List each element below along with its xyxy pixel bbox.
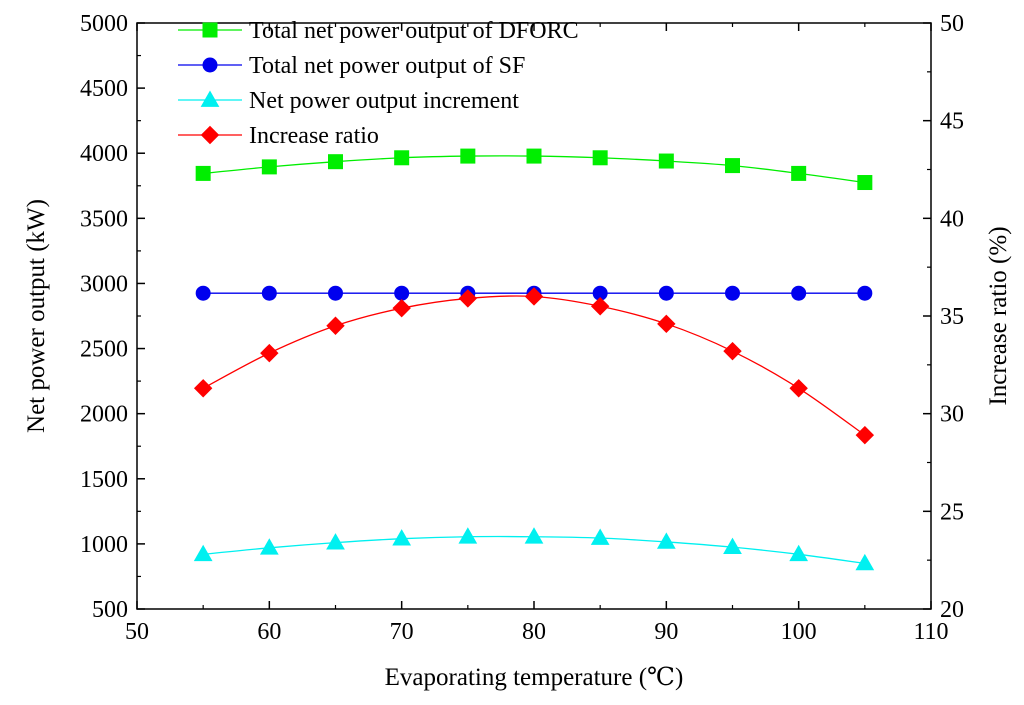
data-point xyxy=(656,532,676,549)
legend-marker xyxy=(200,90,220,107)
legend-marker xyxy=(202,57,218,73)
data-point xyxy=(855,553,875,571)
legend-label: Total net power output of SF xyxy=(249,53,525,79)
y-right-tick-label: 50 xyxy=(940,11,964,37)
data-point xyxy=(524,287,544,306)
y-axis-left-title: Net power output (kW) xyxy=(23,199,50,433)
data-point xyxy=(791,165,807,181)
data-point xyxy=(460,148,476,164)
legend-marker xyxy=(202,22,218,38)
data-point xyxy=(857,175,873,191)
data-point xyxy=(725,285,740,301)
y-right-tick-label: 40 xyxy=(940,206,964,232)
legend-item: Net power output increment xyxy=(178,88,519,114)
y-axis-right-title: Increase ratio (%) xyxy=(985,226,1012,405)
x-axis-title: Evaporating temperature (℃) xyxy=(385,664,684,691)
series-0 xyxy=(195,148,873,191)
y-right-tick-label: 20 xyxy=(940,597,964,623)
data-point xyxy=(261,285,277,301)
legend-item: Increase ratio xyxy=(178,123,379,149)
x-tick-label: 90 xyxy=(654,619,678,645)
data-point xyxy=(394,285,410,301)
data-point xyxy=(193,379,213,398)
data-point xyxy=(658,285,674,301)
data-point xyxy=(855,425,875,445)
legend-item: Total net power output of DFORC xyxy=(178,18,579,44)
data-point xyxy=(195,165,211,181)
data-point xyxy=(723,537,742,555)
data-point xyxy=(326,316,345,335)
data-point xyxy=(789,544,809,562)
y-left-tick-label: 3000 xyxy=(80,271,128,297)
data-point xyxy=(723,341,742,361)
data-point xyxy=(259,538,279,555)
data-point xyxy=(261,159,277,175)
y-left-tick-label: 4000 xyxy=(80,141,128,167)
x-tick-label: 60 xyxy=(257,619,281,645)
y-left-tick-label: 5000 xyxy=(80,11,128,37)
series-line xyxy=(202,295,866,436)
data-point xyxy=(590,528,610,545)
data-point xyxy=(526,148,542,164)
data-point xyxy=(392,529,412,546)
data-point xyxy=(789,379,808,398)
legend-label: Net power output increment xyxy=(249,88,519,114)
x-tick-label: 100 xyxy=(781,619,817,645)
y-left-tick-label: 500 xyxy=(92,597,128,623)
y-left-tick-label: 3500 xyxy=(80,206,128,232)
data-point xyxy=(458,527,478,544)
data-point xyxy=(260,343,279,363)
data-point xyxy=(725,158,740,174)
data-point xyxy=(458,289,478,308)
legend-label: Increase ratio xyxy=(249,123,379,149)
y-left-tick-label: 1500 xyxy=(80,467,128,493)
series-2 xyxy=(193,527,875,571)
y-left-tick-label: 4500 xyxy=(80,76,128,102)
data-point xyxy=(657,314,676,334)
data-point xyxy=(394,150,410,166)
data-point xyxy=(590,297,610,316)
data-point xyxy=(328,285,343,301)
x-tick-label: 80 xyxy=(522,619,546,645)
data-point xyxy=(592,150,608,166)
y-left-tick-label: 2500 xyxy=(80,337,128,363)
data-point xyxy=(328,154,343,170)
y-right-tick-label: 35 xyxy=(940,304,964,330)
ticks-layer: 50 60 70 80 90 100 110 500 1000 1500 2000 2500 3000 3… xyxy=(80,11,964,645)
data-point xyxy=(326,533,345,550)
data-point xyxy=(195,285,211,301)
legend-item: Total net power output of SF xyxy=(178,53,525,79)
x-tick-label: 70 xyxy=(390,619,414,645)
series-3 xyxy=(193,287,875,445)
legend-marker xyxy=(200,125,220,145)
data-point xyxy=(193,544,213,562)
data-point xyxy=(857,285,873,301)
legend-label: Total net power output of DFORC xyxy=(249,18,579,44)
data-point xyxy=(392,298,411,318)
y-left-tick-label: 1000 xyxy=(80,532,128,558)
data-point xyxy=(524,527,544,544)
y-right-tick-label: 30 xyxy=(940,402,964,428)
data-point xyxy=(658,153,674,169)
y-right-tick-label: 25 xyxy=(940,499,964,525)
y-right-tick-label: 45 xyxy=(940,109,964,135)
data-point xyxy=(791,285,807,301)
x-tick-label: 110 xyxy=(913,619,948,645)
y-left-tick-label: 2000 xyxy=(80,402,128,428)
x-tick-label: 50 xyxy=(125,619,149,645)
series-layer xyxy=(193,148,875,571)
legend: Total net power output of DFORC Total net… xyxy=(178,18,579,149)
